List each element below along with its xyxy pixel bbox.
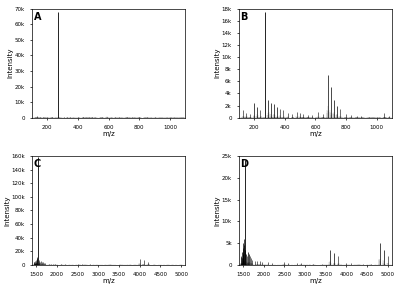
Text: B: B	[240, 12, 248, 22]
X-axis label: m/z: m/z	[309, 278, 322, 284]
X-axis label: m/z: m/z	[102, 278, 115, 284]
Text: A: A	[34, 12, 41, 22]
Text: D: D	[240, 159, 248, 169]
Y-axis label: Intensity: Intensity	[8, 48, 14, 78]
X-axis label: m/z: m/z	[309, 131, 322, 137]
Y-axis label: Intensity: Intensity	[4, 195, 10, 226]
X-axis label: m/z: m/z	[102, 131, 115, 137]
Y-axis label: Intensity: Intensity	[214, 48, 220, 78]
Text: C: C	[34, 159, 41, 169]
Y-axis label: Intensity: Intensity	[214, 195, 220, 226]
